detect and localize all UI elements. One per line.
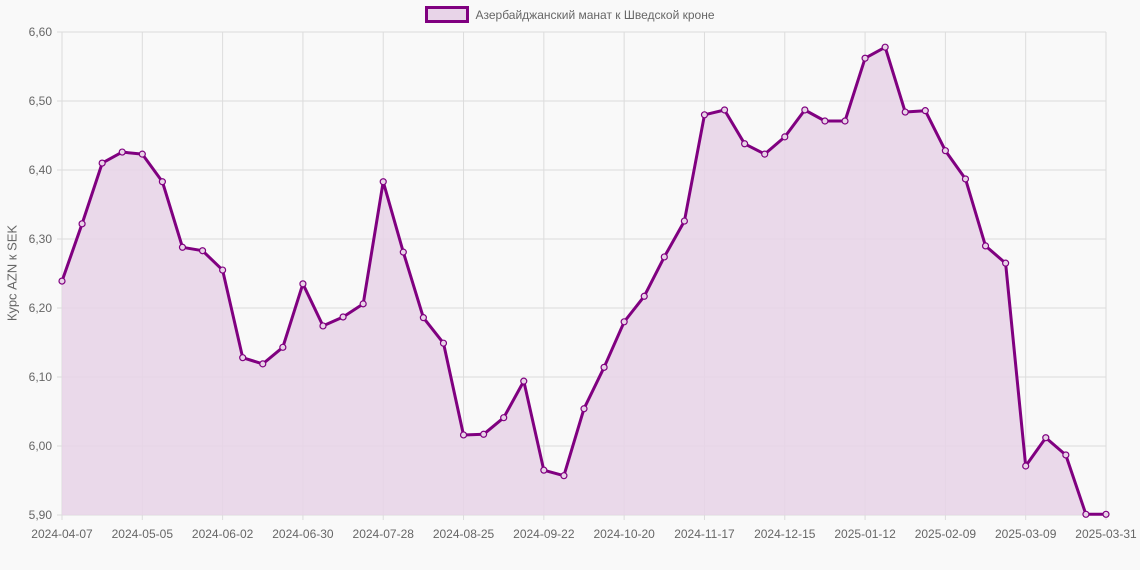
data-point[interactable] — [801, 106, 809, 114]
x-tick-label: 2024-10-20 — [593, 527, 655, 541]
y-tick-label: 6,20 — [29, 301, 53, 315]
data-point[interactable] — [660, 253, 668, 261]
x-tick-label: 2024-05-05 — [112, 527, 174, 541]
x-tick-label: 2024-04-07 — [31, 527, 93, 541]
y-tick-label: 6,60 — [29, 25, 53, 39]
data-point[interactable] — [138, 150, 146, 158]
data-point[interactable] — [720, 106, 729, 114]
data-point[interactable] — [1002, 259, 1010, 267]
data-point[interactable] — [118, 148, 126, 156]
data-point[interactable] — [600, 363, 608, 371]
data-point[interactable] — [560, 472, 568, 480]
x-tick-label: 2024-09-22 — [513, 527, 575, 541]
x-tick-label: 2024-08-25 — [433, 527, 495, 541]
x-tick-label: 2024-06-30 — [272, 527, 334, 541]
data-point[interactable] — [981, 242, 990, 250]
data-point[interactable] — [158, 178, 166, 186]
y-tick-label: 5,90 — [29, 508, 53, 522]
y-axis-ticks: 5,90 6,00 6,10 6,20 6,30 6,40 6,50 6,60 — [29, 25, 53, 522]
data-point[interactable] — [901, 108, 909, 116]
legend-label: Азербайджанский манат к Шведской кроне — [475, 7, 715, 22]
data-point[interactable] — [58, 277, 66, 285]
data-point[interactable] — [1042, 434, 1050, 442]
x-tick-label: 2024-12-15 — [754, 527, 816, 541]
x-tick-label: 2024-11-17 — [674, 527, 735, 541]
data-point[interactable] — [78, 220, 86, 228]
data-point[interactable] — [319, 322, 327, 330]
x-tick-label: 2025-02-09 — [915, 527, 977, 541]
y-tick-label: 6,10 — [29, 370, 53, 384]
data-point[interactable] — [379, 178, 387, 186]
data-point[interactable] — [841, 117, 849, 125]
data-point[interactable] — [500, 414, 508, 422]
data-point[interactable] — [299, 280, 307, 288]
data-point[interactable] — [881, 43, 889, 51]
y-tick-label: 6,00 — [29, 439, 53, 453]
data-point[interactable] — [700, 111, 709, 119]
data-point[interactable] — [961, 175, 970, 183]
data-point[interactable] — [620, 318, 628, 326]
data-points[interactable] — [58, 43, 1110, 518]
data-point[interactable] — [219, 266, 227, 274]
data-point[interactable] — [178, 243, 187, 251]
data-point[interactable] — [339, 313, 347, 321]
data-point[interactable] — [279, 343, 287, 351]
data-point[interactable] — [1102, 510, 1110, 518]
y-tick-label: 6,40 — [29, 163, 53, 177]
data-point[interactable] — [921, 107, 929, 115]
y-tick-label: 6,50 — [29, 94, 53, 108]
x-tick-label: 2024-06-02 — [192, 527, 254, 541]
x-tick-label: 2025-03-09 — [995, 527, 1057, 541]
area-fill — [62, 47, 1106, 515]
data-point[interactable] — [459, 431, 468, 439]
y-tick-label: 6,30 — [29, 232, 53, 246]
data-point[interactable] — [540, 466, 548, 474]
data-point[interactable] — [580, 405, 588, 413]
x-axis-ticks: 2024-04-07 2024-05-05 2024-06-02 2024-06-30… — [31, 527, 1137, 541]
data-point[interactable] — [239, 354, 247, 362]
data-point[interactable] — [781, 133, 789, 141]
x-tick-label: 2024-07-28 — [353, 527, 415, 541]
data-point[interactable] — [941, 147, 949, 155]
data-point[interactable] — [259, 360, 267, 368]
data-point[interactable] — [439, 339, 448, 347]
x-tick-label: 2025-01-12 — [834, 527, 896, 541]
data-point[interactable] — [399, 248, 407, 256]
legend-swatch — [425, 6, 470, 23]
x-tick-label: 2025-03-31 — [1075, 527, 1137, 541]
data-point[interactable] — [98, 159, 106, 167]
data-point[interactable] — [1062, 451, 1070, 459]
data-point[interactable] — [821, 117, 829, 125]
data-point[interactable] — [480, 430, 488, 438]
data-point[interactable] — [761, 150, 769, 158]
chart-legend[interactable]: Азербайджанский манат к Шведской кроне — [0, 6, 1140, 23]
data-point[interactable] — [1082, 510, 1090, 518]
data-point[interactable] — [419, 314, 427, 322]
data-point[interactable] — [680, 217, 688, 225]
data-point[interactable] — [520, 377, 528, 385]
data-point[interactable] — [741, 140, 749, 148]
data-point[interactable] — [359, 300, 367, 308]
data-point[interactable] — [861, 54, 869, 62]
data-point[interactable] — [1022, 462, 1030, 470]
data-point[interactable] — [640, 292, 648, 300]
data-point[interactable] — [198, 247, 207, 255]
